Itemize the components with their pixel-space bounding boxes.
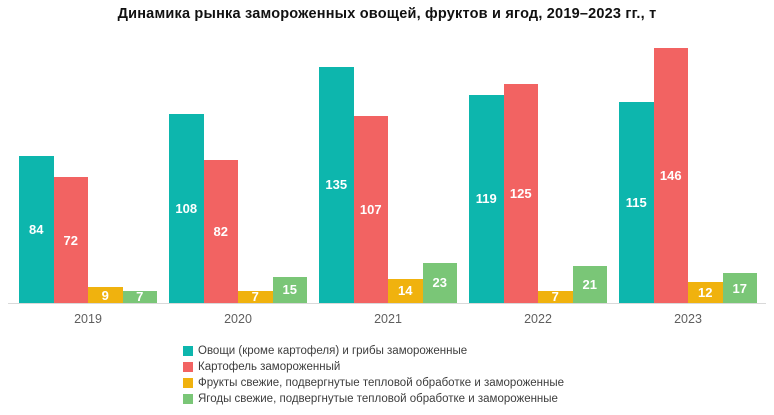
legend-swatch bbox=[183, 394, 193, 404]
bar-value-label: 108 bbox=[175, 201, 198, 216]
bar[interactable]: 72 bbox=[53, 177, 88, 303]
legend-item[interactable]: Фрукты свежие, подвергнутые тепловой обр… bbox=[183, 375, 564, 391]
bar[interactable]: 17 bbox=[722, 273, 757, 303]
bar[interactable]: 7 bbox=[238, 289, 273, 305]
bar-value-label: 135 bbox=[325, 177, 348, 193]
legend-label: Ягоды свежие, подвергнутые тепловой обра… bbox=[198, 393, 558, 405]
legend-item[interactable]: Овощи (кроме картофеля) и грибы замороже… bbox=[183, 343, 564, 359]
bar-value-label: 72 bbox=[63, 232, 78, 248]
x-axis-label: 2019 bbox=[74, 312, 102, 326]
bar[interactable]: 7 bbox=[122, 289, 157, 305]
bar[interactable]: 119 bbox=[469, 94, 504, 303]
bar[interactable]: 23 bbox=[422, 262, 457, 303]
legend-label: Картофель замороженный bbox=[198, 361, 341, 373]
bar-value-label: 125 bbox=[509, 186, 532, 202]
legend: Овощи (кроме картофеля) и грибы замороже… bbox=[183, 343, 564, 407]
bar[interactable]: 84 bbox=[19, 156, 54, 303]
bar[interactable]: 9 bbox=[88, 287, 123, 303]
bar[interactable]: 12 bbox=[688, 282, 723, 303]
bar-value-label: 9 bbox=[101, 287, 109, 303]
x-axis-label: 2022 bbox=[524, 312, 552, 326]
legend-item[interactable]: Картофель замороженный bbox=[183, 359, 564, 375]
bar-group: 108 82 7 15 bbox=[169, 114, 307, 303]
x-axis-label: 2023 bbox=[674, 312, 702, 326]
x-axis-line bbox=[8, 303, 766, 304]
bar-value-label: 115 bbox=[625, 194, 647, 210]
bar[interactable]: 14 bbox=[388, 278, 423, 303]
bar-value-label: 12 bbox=[698, 285, 713, 300]
bar-value-label: 14 bbox=[398, 283, 413, 299]
x-axis-label: 2021 bbox=[374, 312, 402, 326]
legend-swatch bbox=[183, 362, 193, 372]
legend-swatch bbox=[183, 378, 193, 388]
bar[interactable]: 125 bbox=[503, 84, 538, 303]
bar[interactable]: 108 bbox=[169, 114, 204, 303]
bar[interactable]: 135 bbox=[319, 66, 354, 303]
bar[interactable]: 7 bbox=[538, 289, 573, 305]
bar-value-label: 21 bbox=[582, 277, 597, 293]
bar[interactable]: 107 bbox=[353, 115, 388, 303]
bar[interactable]: 21 bbox=[572, 266, 607, 303]
legend-label: Овощи (кроме картофеля) и грибы замороже… bbox=[198, 345, 468, 357]
bar-value-label: 7 bbox=[136, 289, 144, 305]
bar-value-label: 15 bbox=[282, 282, 297, 298]
bar-group: 119 125 7 21 bbox=[469, 84, 607, 303]
legend-swatch bbox=[183, 346, 193, 356]
bar-value-label: 82 bbox=[213, 223, 228, 239]
bar-value-label: 23 bbox=[432, 275, 447, 291]
x-axis-labels: 2019 2020 2021 2022 2023 bbox=[19, 312, 757, 326]
bar-value-label: 146 bbox=[659, 167, 682, 183]
bar-value-label: 7 bbox=[551, 289, 559, 305]
plot-area: 84 72 9 7 108 82 7 15 135 107 14 23 119 125 7 21 115 146 1… bbox=[19, 0, 757, 303]
bar-group: 135 107 14 23 bbox=[319, 66, 457, 303]
bar-value-label: 84 bbox=[29, 222, 44, 237]
bar-group: 84 72 9 7 bbox=[19, 156, 157, 303]
bar-group: 115 146 12 17 bbox=[619, 47, 757, 303]
bar-value-label: 7 bbox=[251, 289, 259, 305]
bar[interactable]: 15 bbox=[272, 276, 307, 303]
x-axis-label: 2020 bbox=[224, 312, 252, 326]
bar[interactable]: 82 bbox=[203, 159, 238, 303]
chart-title: Динамика рынка замороженных овощей, фрук… bbox=[117, 6, 657, 22]
bar-value-label: 17 bbox=[732, 280, 747, 296]
bar[interactable]: 146 bbox=[653, 47, 688, 303]
legend-item[interactable]: Ягоды свежие, подвергнутые тепловой обра… bbox=[183, 391, 564, 407]
bar[interactable]: 115 bbox=[619, 101, 654, 303]
bar-value-label: 119 bbox=[475, 191, 497, 207]
bar-value-label: 107 bbox=[359, 201, 382, 217]
legend-label: Фрукты свежие, подвергнутые тепловой обр… bbox=[198, 377, 565, 389]
